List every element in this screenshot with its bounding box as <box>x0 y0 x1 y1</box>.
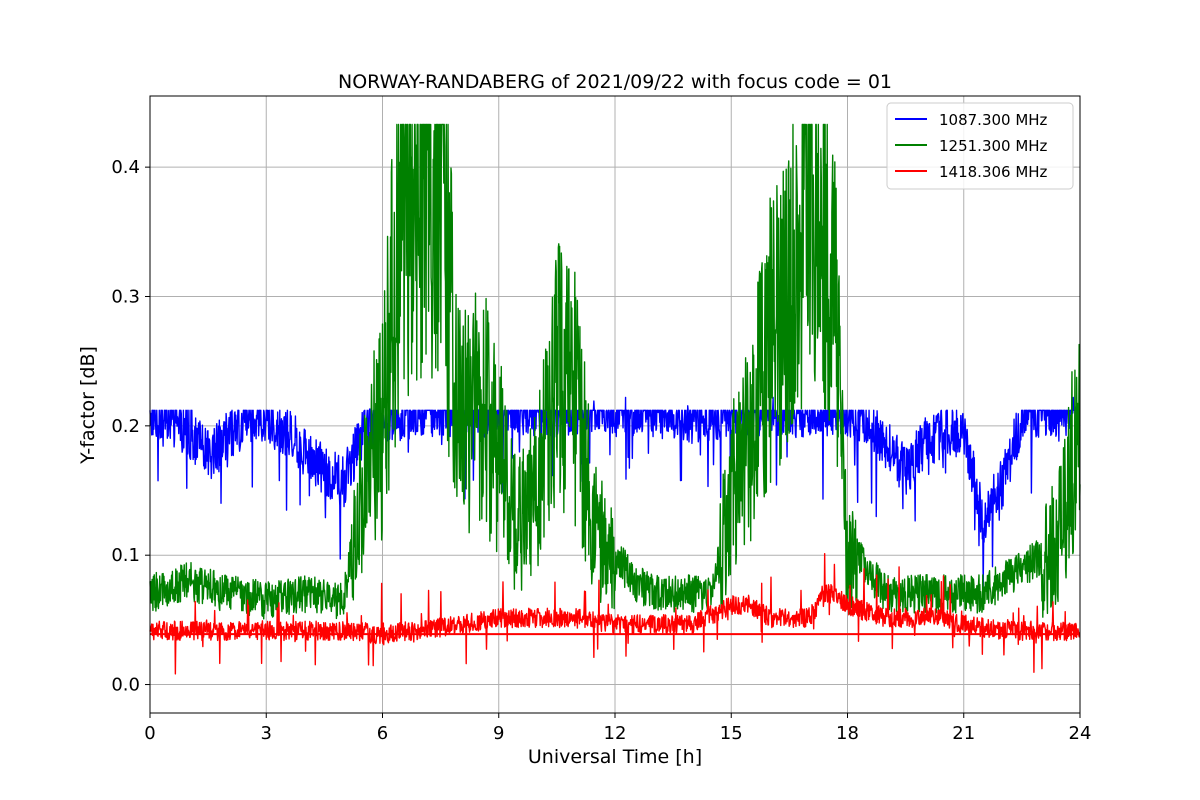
x-tick-label: 21 <box>952 723 975 744</box>
series-line-0 <box>149 396 1081 588</box>
x-tick-label: 18 <box>836 723 859 744</box>
y-axis: 0.0 0.1 0.2 0.3 0.4 <box>111 157 150 696</box>
series-line-2 <box>149 553 1081 675</box>
chart-title: NORWAY-RANDABERG of 2021/09/22 with focu… <box>338 71 892 93</box>
legend-box <box>886 102 1074 190</box>
series-layer <box>149 123 1081 675</box>
x-tick-label: 6 <box>377 723 388 744</box>
legend-label: 1418.306 MHz <box>939 163 1048 181</box>
series-line-1 <box>149 123 1081 620</box>
y-tick-label: 0.4 <box>111 157 140 178</box>
x-tick-label: 0 <box>144 723 155 744</box>
x-tick-label: 9 <box>493 723 504 744</box>
x-axis-label: Universal Time [h] <box>528 746 702 768</box>
legend: 1087.300 MHz 1251.300 MHz 1418.306 MHz <box>886 102 1074 190</box>
y-tick-label: 0.1 <box>111 545 140 566</box>
y-axis-label: Y-factor [dB] <box>77 346 99 465</box>
x-axis: 0 3 6 9 12 15 18 21 24 <box>144 713 1091 744</box>
legend-label: 1087.300 MHz <box>939 111 1048 129</box>
x-tick-label: 24 <box>1069 723 1092 744</box>
x-tick-label: 12 <box>604 723 627 744</box>
y-tick-label: 0.3 <box>111 286 140 307</box>
legend-label: 1251.300 MHz <box>939 137 1048 155</box>
y-tick-label: 0.2 <box>111 416 140 437</box>
y-tick-label: 0.0 <box>111 675 140 696</box>
x-tick-label: 15 <box>720 723 743 744</box>
x-tick-label: 3 <box>261 723 272 744</box>
